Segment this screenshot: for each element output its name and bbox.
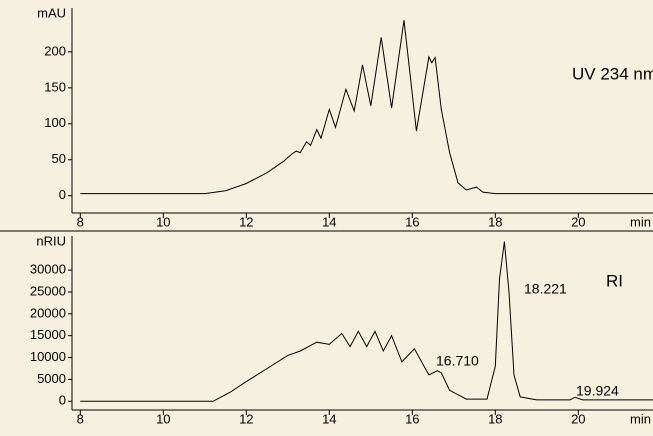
y-tick-label: 0 xyxy=(59,393,66,408)
x-tick-label: 8 xyxy=(77,411,84,426)
x-tick-label: 10 xyxy=(156,214,170,229)
annotation: RI xyxy=(606,271,623,290)
trace xyxy=(80,241,653,402)
annotation: 18.221 xyxy=(524,281,567,297)
x-tick-label: 14 xyxy=(322,411,336,426)
y-tick-label: 150 xyxy=(44,79,66,94)
trace xyxy=(80,20,653,195)
y-tick-label: 0 xyxy=(59,187,66,202)
x-tick-label: 20 xyxy=(571,214,585,229)
y-tick-label: 5000 xyxy=(37,371,66,386)
y-tick-label: 25000 xyxy=(30,283,66,298)
x-tick-label: 10 xyxy=(156,411,170,426)
x-tick-label: 16 xyxy=(405,411,419,426)
x-tick-label: 18 xyxy=(488,214,502,229)
x-axis-label: min xyxy=(630,214,651,229)
y-tick-label: 20000 xyxy=(30,305,66,320)
x-tick-label: 12 xyxy=(239,411,253,426)
x-tick-label: 8 xyxy=(77,214,84,229)
x-tick-label: 14 xyxy=(322,214,336,229)
annotation: 16.710 xyxy=(436,353,479,369)
y-tick-label: 100 xyxy=(44,115,66,130)
y-tick-label: 10000 xyxy=(30,349,66,364)
x-axis-label: min xyxy=(630,411,651,426)
annotation: UV 234 nm xyxy=(572,64,653,83)
y-axis-label: nRIU xyxy=(36,233,66,248)
y-tick-label: 200 xyxy=(44,43,66,58)
x-tick-label: 12 xyxy=(239,214,253,229)
annotation: 19.924 xyxy=(576,383,619,399)
y-tick-label: 15000 xyxy=(30,327,66,342)
x-tick-label: 18 xyxy=(488,411,502,426)
y-axis-label: mAU xyxy=(37,5,66,20)
x-tick-label: 16 xyxy=(405,214,419,229)
x-tick-label: 20 xyxy=(571,411,585,426)
y-tick-label: 50 xyxy=(52,151,66,166)
y-tick-label: 30000 xyxy=(30,262,66,277)
